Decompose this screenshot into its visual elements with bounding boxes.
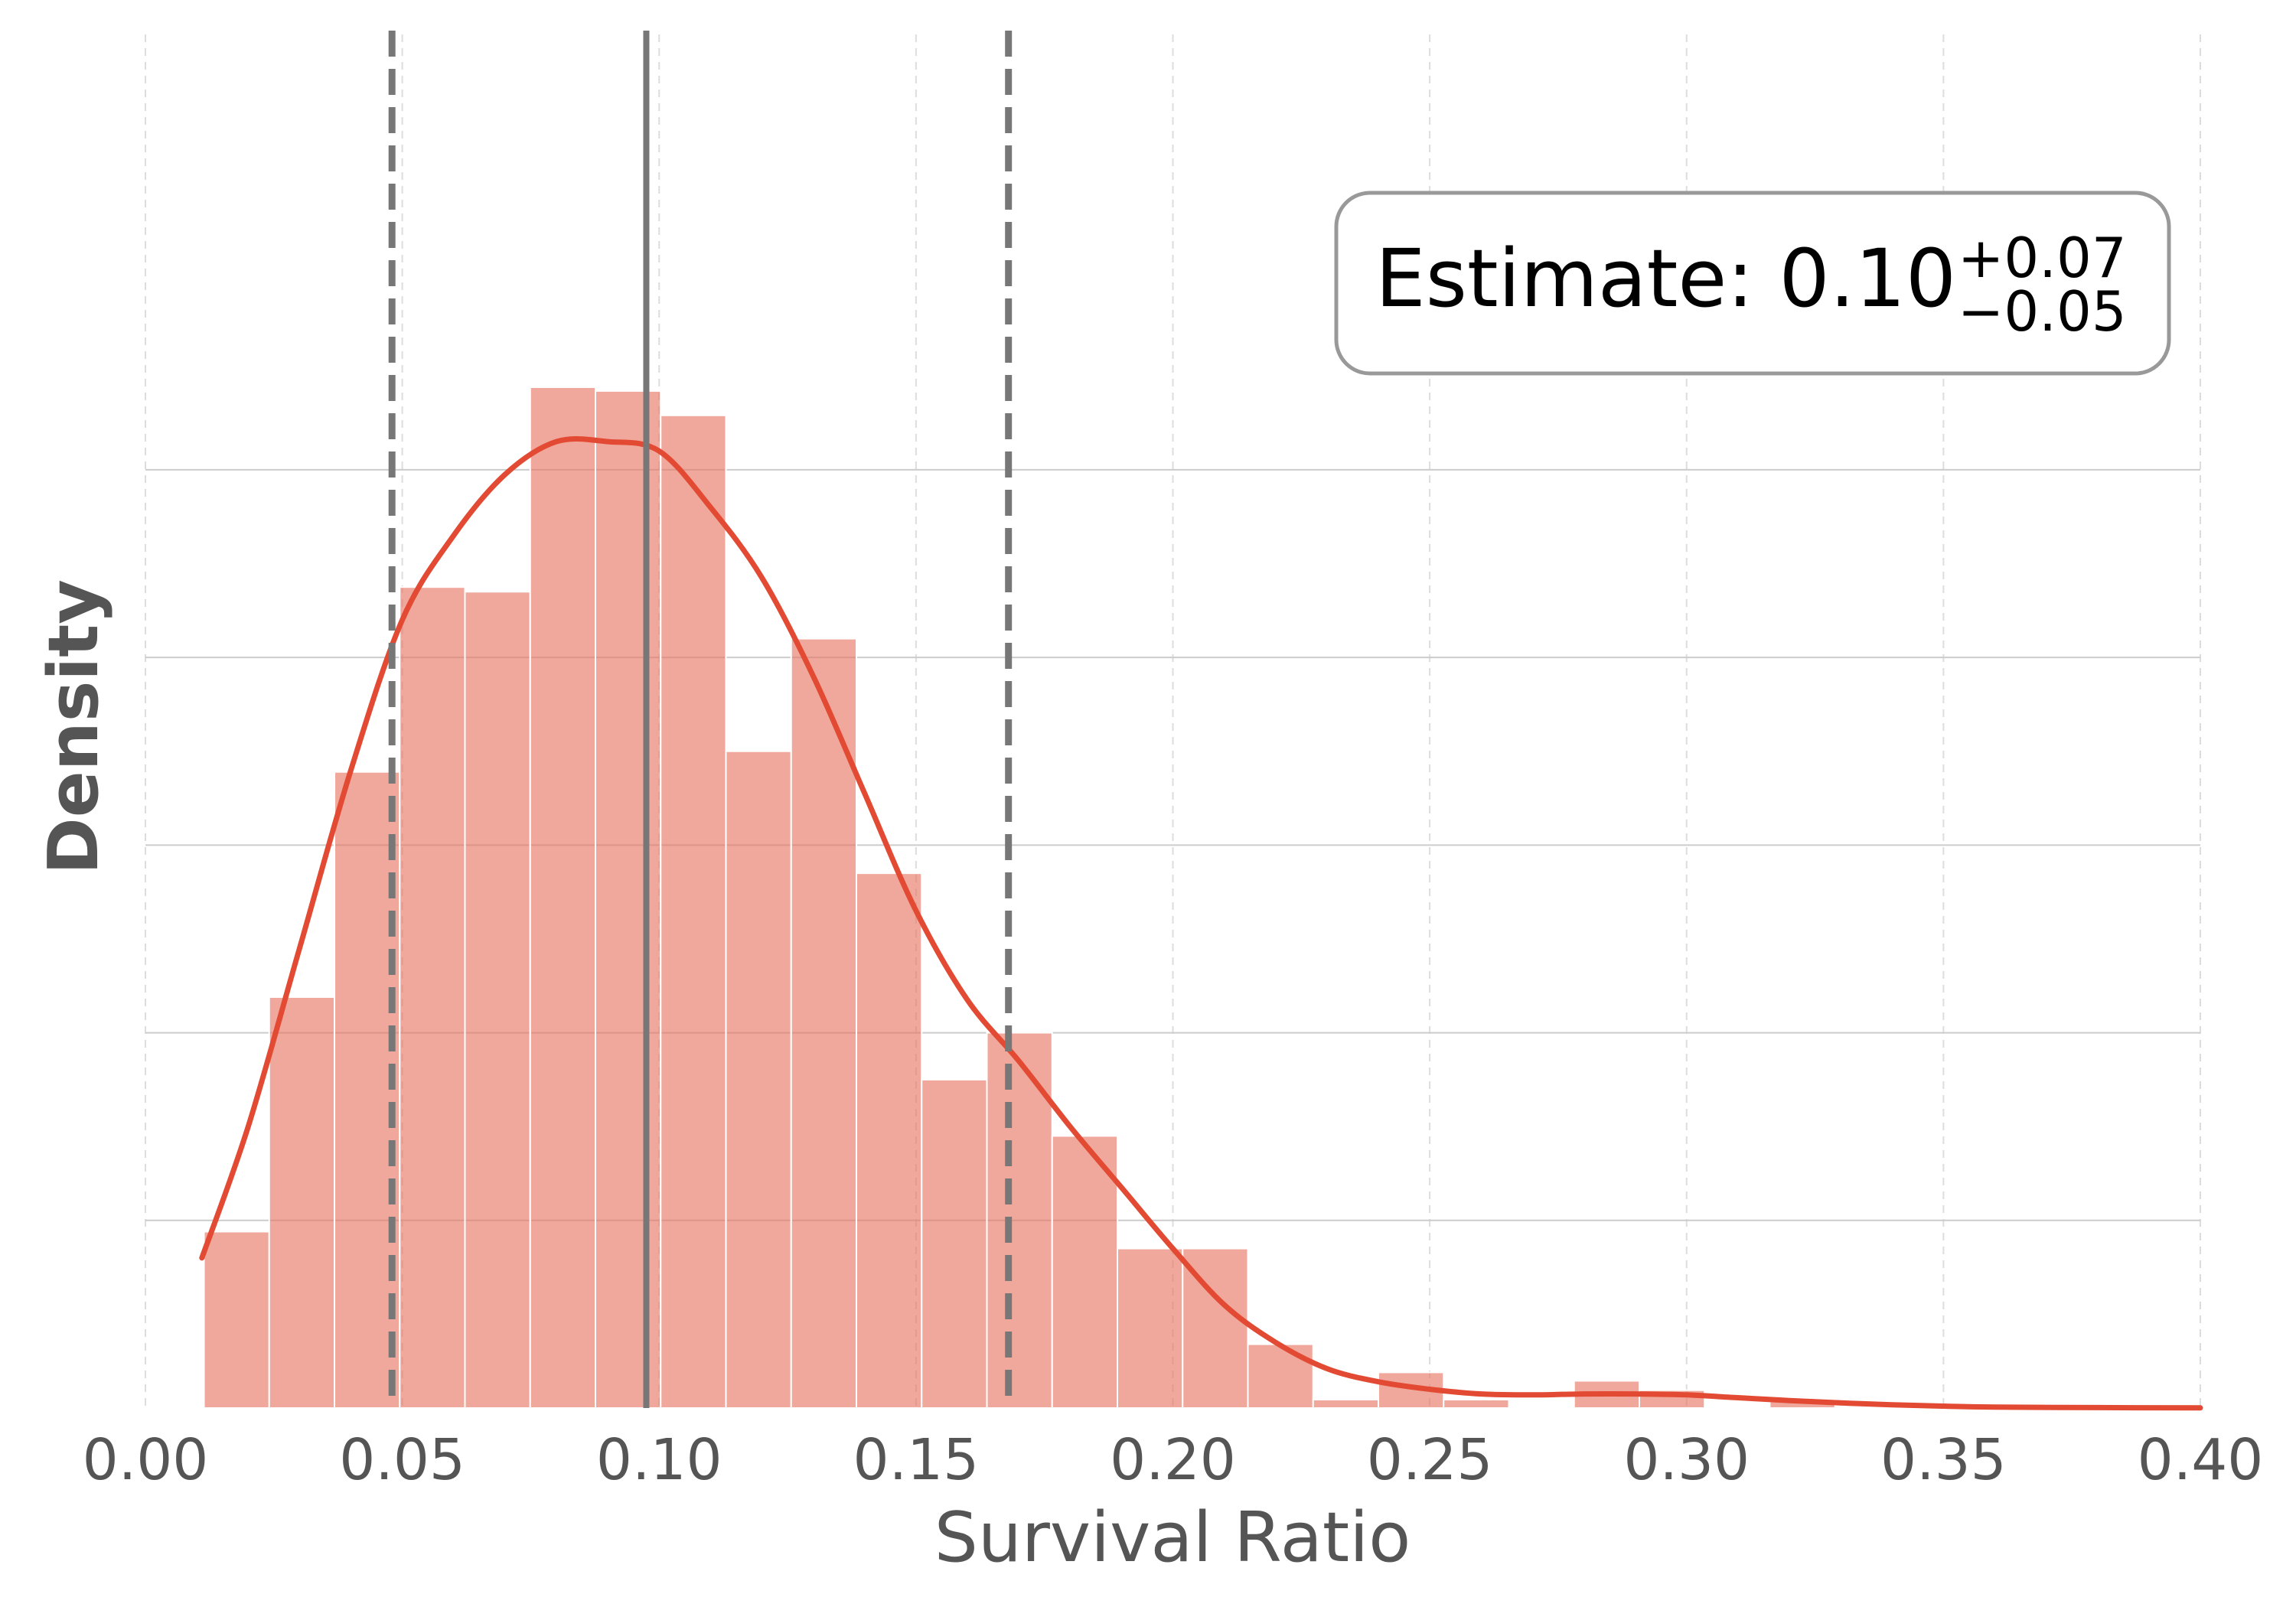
x-tick-label-8: 0.40 (2138, 1427, 2264, 1493)
estimate-annotation-box: Estimate: 0.10 +0.07 −0.05 (1334, 191, 2171, 376)
histogram-bar-8 (725, 750, 792, 1409)
estimate-upper-error: +0.07 (1958, 226, 2127, 290)
interval-lines (388, 31, 1013, 1408)
x-tick-label-6: 0.30 (1623, 1427, 1750, 1493)
x-tick-label-3: 0.15 (853, 1427, 979, 1493)
x-tick-label-7: 0.35 (1880, 1427, 2007, 1493)
histogram-bar-3 (399, 586, 466, 1409)
histogram-bar-19 (1443, 1398, 1510, 1410)
x-tick-label-5: 0.25 (1367, 1427, 1493, 1493)
histogram-bar-1 (268, 996, 336, 1409)
histogram-bar-14 (1117, 1247, 1184, 1409)
estimate-lower-error: −0.05 (1958, 279, 2127, 344)
histogram-bar-4 (464, 591, 531, 1409)
x-tick-label-1: 0.05 (339, 1427, 465, 1493)
histogram-bar-13 (1051, 1135, 1119, 1410)
x-tick-labels: 0.00 0.05 0.10 0.15 0.20 0.25 0.30 0.35 0.40 (83, 1427, 2264, 1493)
histogram-bar-7 (660, 414, 727, 1409)
histogram-bar-11 (921, 1078, 988, 1409)
y-axis-label: Density (34, 579, 114, 875)
histogram-bar-5 (529, 386, 597, 1409)
estimate-annotation-text: Estimate: 0.10 (1375, 232, 1956, 325)
kde-curve-0 (199, 436, 2203, 1411)
histogram-bar-10 (856, 872, 923, 1409)
histogram-bar-16 (1247, 1343, 1314, 1410)
histogram-bar-12 (986, 1032, 1053, 1410)
x-tick-label-2: 0.10 (596, 1427, 722, 1493)
kde-curve-layer (199, 436, 2203, 1411)
histogram-bar-0 (203, 1231, 270, 1409)
histogram-bar-6 (595, 390, 662, 1410)
histogram-bar-17 (1312, 1398, 1379, 1410)
x-tick-label-4: 0.20 (1110, 1427, 1236, 1493)
x-tick-label-0: 0.00 (83, 1427, 209, 1493)
histogram-bars (203, 386, 1836, 1410)
x-axis-label: Survival Ratio (934, 1498, 1411, 1578)
